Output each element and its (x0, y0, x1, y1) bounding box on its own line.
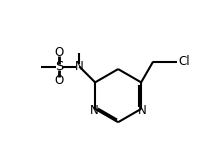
Text: O: O (54, 74, 63, 87)
Text: Cl: Cl (178, 55, 190, 68)
Text: O: O (54, 46, 63, 59)
Text: N: N (90, 104, 99, 117)
Text: S: S (55, 60, 63, 73)
Text: N: N (75, 60, 84, 73)
Text: N: N (138, 104, 146, 117)
